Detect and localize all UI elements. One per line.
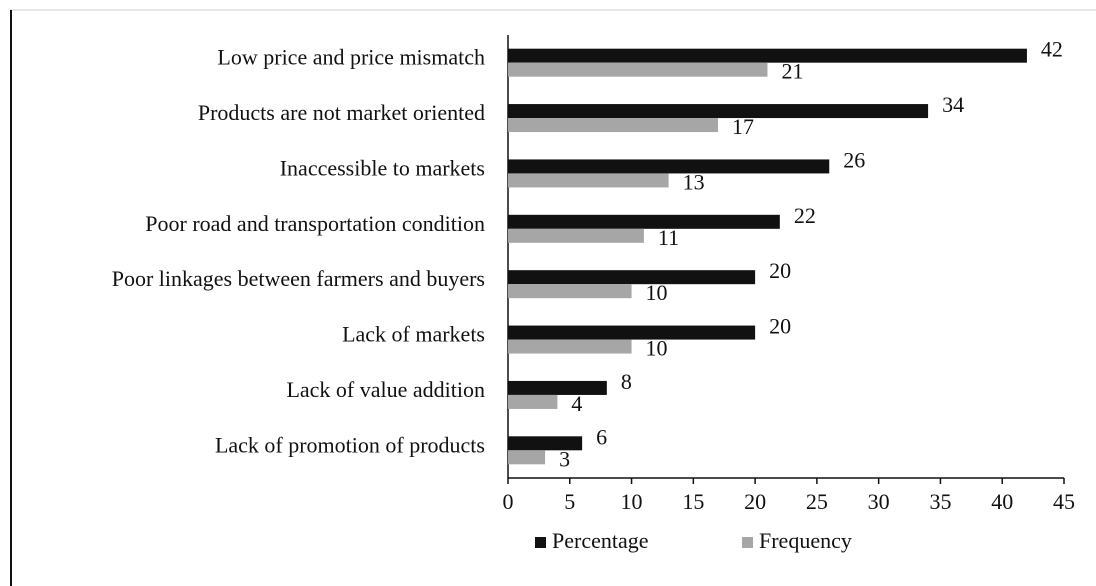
bar [508,104,929,119]
data-label: 26 [843,147,865,172]
bar [508,118,719,133]
x-tick-label: 15 [682,489,704,514]
bar [508,380,607,395]
y-tick-label: Lack of markets [342,322,485,347]
y-tick-label: Low price and price mismatch [217,45,485,70]
x-tick-label: 45 [1053,489,1075,514]
y-tick-label: Lack of promotion of products [215,432,485,457]
bar [508,173,669,188]
data-label: 17 [732,114,754,139]
bar [508,48,1027,63]
bar [508,214,780,229]
bar [508,325,756,340]
legend-label: Frequency [759,528,852,553]
legend-label: Percentage [552,528,649,553]
y-tick-label: Lack of value addition [286,377,485,402]
bar [508,339,632,354]
legend-swatch [742,537,753,548]
data-label: 13 [683,169,705,194]
data-label: 10 [646,280,668,305]
x-tick-label: 5 [564,489,575,514]
bar [508,270,756,285]
bar [508,228,644,243]
y-tick-label: Poor linkages between farmers and buyers [112,266,485,291]
y-tick-label: Poor road and transportation condition [145,211,485,236]
bar [508,436,583,451]
bar [508,284,632,299]
x-tick-label: 35 [929,489,951,514]
data-label: 21 [781,59,803,84]
legend-swatch [535,537,546,548]
data-label: 34 [942,92,964,117]
bar [508,394,558,409]
bar [508,159,830,174]
bar [508,450,546,465]
data-label: 11 [658,225,679,250]
data-label: 22 [794,203,816,228]
data-label: 10 [646,336,668,361]
data-label: 20 [769,258,791,283]
x-tick-label: 0 [503,489,514,514]
x-tick-label: 20 [744,489,766,514]
bar [508,62,768,77]
data-label: 42 [1041,37,1063,62]
x-tick-label: 25 [806,489,828,514]
data-label: 8 [621,369,632,394]
data-label: 20 [769,314,791,339]
data-label: 4 [571,391,582,416]
x-tick-label: 10 [621,489,643,514]
data-label: 6 [596,424,607,449]
y-tick-label: Products are not market oriented [198,100,485,125]
x-tick-label: 30 [868,489,890,514]
y-tick-label: Inaccessible to markets [280,155,485,180]
data-label: 3 [559,446,570,471]
x-tick-label: 40 [991,489,1013,514]
